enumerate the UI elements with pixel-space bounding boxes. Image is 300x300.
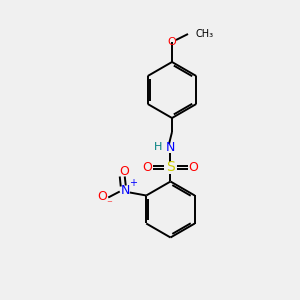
- Text: H: H: [154, 142, 163, 152]
- Text: N: N: [166, 142, 175, 154]
- Text: S: S: [166, 160, 175, 175]
- Text: O: O: [142, 161, 152, 174]
- Text: O: O: [119, 165, 129, 178]
- Text: +: +: [129, 178, 137, 188]
- Text: CH₃: CH₃: [196, 29, 214, 39]
- Text: N: N: [121, 184, 130, 197]
- Text: O: O: [189, 161, 198, 174]
- Text: O: O: [168, 37, 176, 47]
- Text: ⁻: ⁻: [106, 200, 112, 209]
- Text: O: O: [97, 190, 107, 203]
